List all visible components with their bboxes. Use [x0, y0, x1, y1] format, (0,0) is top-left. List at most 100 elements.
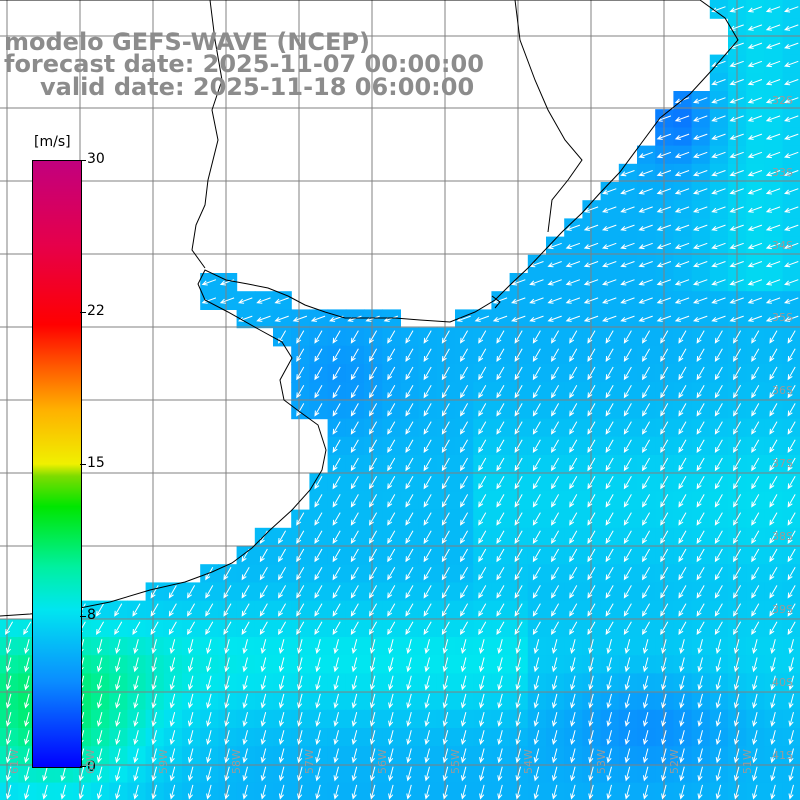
wind-arrow — [151, 693, 157, 709]
wind-arrow — [5, 639, 12, 655]
wind-arrow — [788, 730, 794, 746]
wind-arrow — [514, 403, 523, 417]
wind-arrow — [569, 403, 578, 417]
wind-arrow — [351, 766, 358, 782]
wind-arrow — [387, 366, 396, 381]
wind-arrow — [5, 766, 12, 782]
wind-arrow — [715, 711, 722, 727]
wind-arrow — [224, 730, 230, 746]
wind-arrow — [314, 366, 323, 381]
wind-arrow — [660, 494, 669, 508]
wind-arrow — [661, 675, 667, 691]
wind-arrow — [623, 403, 632, 417]
wind-arrow — [259, 548, 268, 563]
wind-arrow — [441, 439, 450, 454]
wind-arrow — [423, 330, 432, 344]
wind-arrow — [260, 711, 267, 727]
wind-arrow — [642, 403, 651, 417]
wind-arrow — [369, 457, 378, 472]
colorbar-tick — [80, 616, 86, 617]
wind-arrow — [333, 730, 339, 746]
wind-arrow — [278, 639, 285, 655]
wind-arrow — [551, 639, 558, 655]
wind-arrow — [674, 188, 690, 195]
wind-arrow — [224, 657, 230, 673]
wind-arrow — [660, 457, 669, 472]
wind-arrow — [238, 297, 253, 304]
wind-arrow — [765, 261, 781, 268]
wind-arrow — [242, 639, 248, 655]
wind-arrow — [460, 330, 469, 344]
wind-arrow — [114, 603, 123, 617]
wind-arrow — [606, 730, 612, 746]
wind-arrow — [751, 366, 760, 381]
wind-arrow — [674, 224, 690, 231]
wind-arrow — [642, 457, 651, 472]
wind-arrow — [674, 115, 690, 122]
wind-arrow — [551, 512, 560, 526]
wind-arrow — [729, 315, 744, 322]
wind-arrow — [788, 748, 794, 764]
wind-arrow — [788, 675, 794, 691]
wind-arrow — [752, 675, 758, 691]
wind-arrow — [278, 657, 285, 673]
wind-arrow — [678, 512, 687, 526]
wind-arrow — [241, 566, 250, 581]
wind-arrow — [278, 530, 287, 545]
wind-arrow — [151, 675, 157, 691]
wind-arrow — [583, 261, 599, 268]
wind-arrow — [515, 784, 521, 800]
wind-arrow — [315, 693, 321, 709]
wind-arrow — [569, 603, 578, 617]
wind-arrow — [424, 730, 430, 746]
wind-arrow — [660, 366, 669, 381]
wind-arrow — [693, 261, 708, 268]
wind-arrow — [150, 621, 159, 636]
wind-arrow — [711, 315, 726, 322]
wind-arrow — [551, 748, 558, 764]
wind-arrow — [602, 188, 617, 195]
wind-arrow — [496, 548, 505, 563]
wind-arrow — [747, 224, 763, 231]
wind-arrow — [697, 784, 703, 800]
wind-arrow — [623, 475, 632, 490]
wind-arrow — [765, 151, 781, 159]
wind-arrow — [588, 693, 594, 709]
wind-arrow — [570, 693, 576, 709]
wind-arrow — [729, 206, 744, 213]
wind-arrow — [423, 348, 432, 363]
wind-arrow — [656, 224, 672, 231]
wind-arrow — [405, 603, 414, 617]
wind-arrow — [551, 730, 558, 746]
wind-arrow — [565, 315, 581, 322]
wind-arrow — [714, 330, 723, 344]
wind-arrow — [693, 315, 708, 322]
wind-arrow — [460, 403, 469, 417]
wind-arrow — [569, 421, 578, 435]
wind-arrow — [496, 566, 505, 581]
wind-arrow — [587, 421, 596, 435]
wind-arrow — [441, 403, 450, 417]
wind-arrow — [729, 170, 744, 177]
wind-arrow — [497, 657, 503, 673]
wind-arrow — [747, 60, 763, 68]
wind-arrow — [405, 457, 414, 472]
wind-arrow — [333, 784, 339, 800]
wind-arrow — [406, 730, 412, 746]
wind-arrow — [642, 566, 651, 581]
wind-arrow — [784, 297, 799, 304]
wind-arrow — [733, 675, 740, 691]
wind-arrow — [715, 675, 722, 691]
wind-arrow — [460, 730, 467, 746]
wind-arrow — [551, 784, 558, 800]
wind-arrow — [770, 693, 776, 709]
wind-arrow — [514, 494, 523, 508]
wind-arrow — [747, 97, 763, 104]
wind-arrow — [442, 730, 449, 746]
wind-arrow — [369, 585, 378, 599]
wind-arrow — [242, 730, 248, 746]
wind-arrow — [661, 711, 667, 727]
wind-arrow — [515, 693, 521, 709]
wind-arrow — [747, 42, 763, 49]
wind-arrow — [765, 133, 781, 140]
